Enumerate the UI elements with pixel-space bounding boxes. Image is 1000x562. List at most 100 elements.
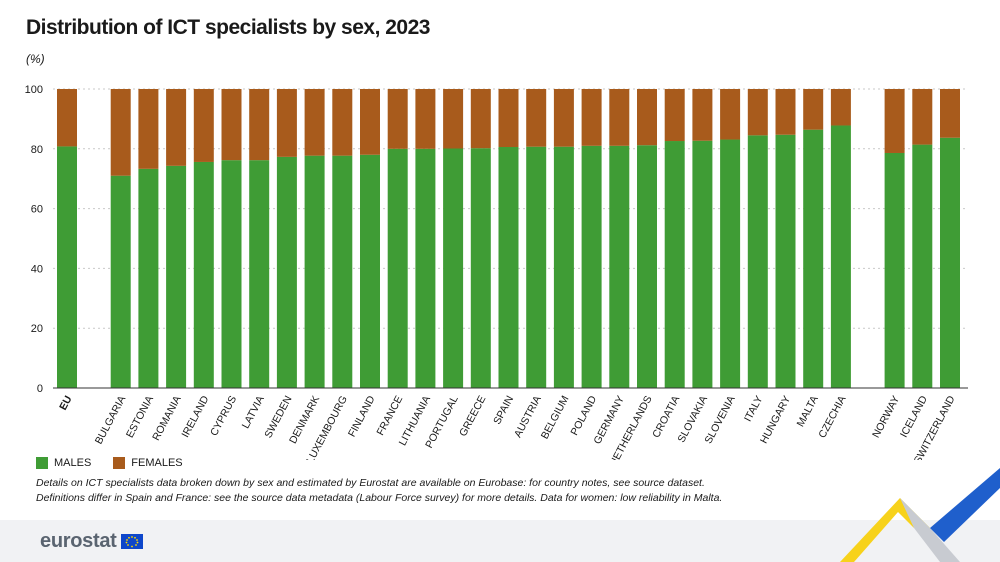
logo-text: eurostat [40,530,117,552]
bar-males [692,140,713,388]
legend-swatch-males [36,457,48,469]
y-tick-label: 40 [31,263,43,275]
bar-males [664,141,685,388]
x-tick-label: AUSTRIA [512,394,544,440]
bar-males [884,152,905,388]
footnote-1: Details on ICT specialists data broken d… [36,477,705,489]
bar-males [747,135,768,388]
bar-males [581,145,602,388]
legend-item-females: FEMALES [113,457,183,469]
x-tick-label: EU [57,394,74,413]
bar-females [747,89,768,136]
x-tick-label: LATVIA [240,394,267,431]
decorative-chevron-graphic [840,468,1000,562]
bar-females [912,89,933,145]
bar-males [720,139,741,388]
bar-females [166,89,187,166]
bar-females [664,89,685,142]
legend-label-females: FEMALES [131,457,183,469]
bar-males [830,125,851,388]
bar-males [360,154,380,388]
bar-males [276,156,297,388]
legend-label-males: MALES [54,457,92,469]
bar-males [193,161,214,388]
bar-males [332,155,353,388]
bar-females [526,89,547,147]
bar-males [609,145,630,388]
bar-females [720,89,741,140]
bar-females [387,89,408,149]
bar-males [912,144,933,388]
bar-males [110,175,131,388]
bar-females [470,89,491,149]
y-tick-label: 100 [25,84,43,96]
bar-females [332,89,353,156]
bar-males [637,145,657,388]
x-tick-label: SPAIN [491,394,516,427]
bar-females [775,89,796,135]
bar-males [803,129,824,388]
footnote-2: Definitions differ in Spain and France: … [36,492,723,504]
x-tick-label: CZECHIA [816,394,848,440]
bar-males [138,168,159,388]
x-tick-label: POLAND [568,393,599,437]
bar-females [276,89,297,157]
bar-males [221,160,242,388]
x-tick-label: FINLAND [346,393,378,439]
eu-flag-icon [120,534,143,549]
bar-females [249,89,270,161]
bar-males [553,146,574,388]
y-tick-label: 60 [31,204,43,216]
chart-title: Distribution of ICT specialists by sex, … [26,16,430,39]
y-tick-label: 0 [37,383,43,395]
bar-females [581,89,602,146]
bar-females [193,89,214,162]
legend-swatch-females [113,457,126,469]
bar-females [637,89,657,146]
x-tick-label: GREECE [457,394,488,439]
bar-females [498,89,519,148]
bar-females [553,89,574,147]
bar-females [138,89,159,169]
bar-females [609,89,630,146]
unit-label: (%) [26,52,45,66]
bar-males [775,134,796,388]
bar-females [415,89,436,149]
x-tick-label: FRANCE [374,394,405,438]
legend-item-males: MALES [36,457,91,469]
bar-females [221,89,242,161]
bar-females [360,89,380,155]
bar-males [498,147,519,388]
bar-females [110,89,131,176]
eurostat-logo[interactable]: eurostat [40,530,143,553]
bar-males [166,165,187,388]
bar-males [443,148,464,388]
x-tick-label: BULGARIA [93,394,129,447]
bar-males [387,148,408,388]
bar-males [249,160,270,388]
bar-males [57,146,77,388]
bar-males [470,148,491,388]
bar-females [940,89,960,138]
y-tick-label: 80 [31,144,43,156]
bar-females [443,89,464,149]
y-tick-label: 20 [31,323,43,335]
bar-females [803,89,824,130]
x-tick-label: MALTA [795,394,821,429]
legend: MALES FEMALES [36,457,183,469]
footer-bar [0,520,1000,562]
bar-males [526,146,547,388]
footnotes: Details on ICT specialists data broken d… [36,476,722,506]
bar-females [884,89,905,153]
bar-females [692,89,713,141]
bar-males [415,148,436,388]
bar-males [940,137,960,388]
x-tick-label: BELGIUM [539,394,572,441]
x-tick-label: CYPRUS [208,394,239,438]
x-tick-label: ROMANIA [150,394,184,443]
bar-males [304,155,325,388]
bar-females [57,89,77,147]
bar-females [830,89,851,126]
x-tick-label: ITALY [742,394,766,424]
